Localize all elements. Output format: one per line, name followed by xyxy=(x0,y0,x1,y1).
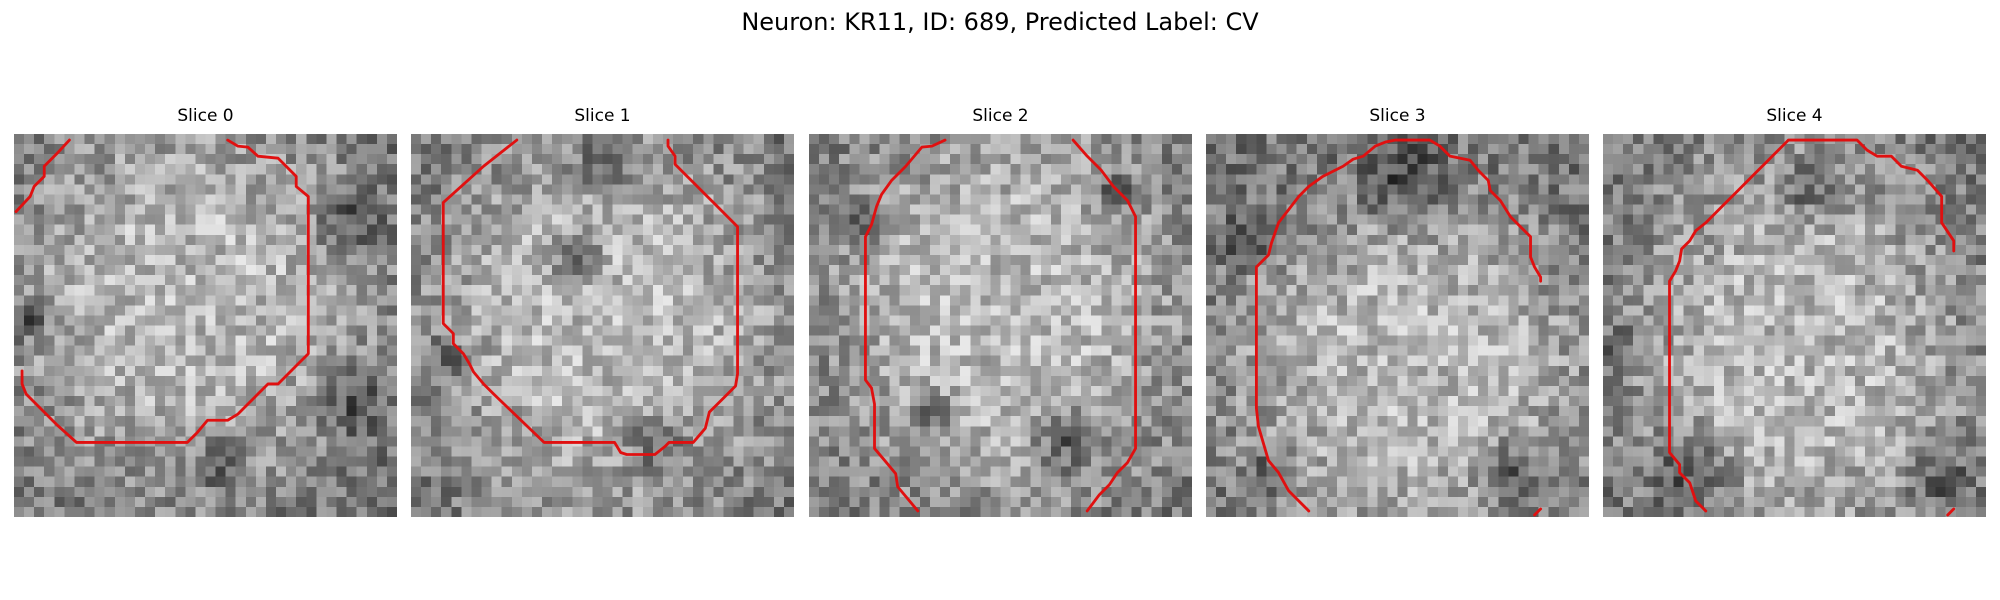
slice-2-image xyxy=(809,134,1192,517)
panel-slice-3: Slice 3 xyxy=(1206,106,1589,517)
figure-title: Neuron: KR11, ID: 689, Predicted Label: … xyxy=(741,8,1259,36)
slice-4-image xyxy=(1603,134,1986,517)
panel-title: Slice 0 xyxy=(177,106,234,126)
panel-title: Slice 1 xyxy=(574,106,631,126)
contour-line xyxy=(1946,507,1956,517)
pixel-grid xyxy=(1603,134,1986,517)
panel-title: Slice 2 xyxy=(972,106,1029,126)
panel-slice-2: Slice 2 xyxy=(809,106,1192,517)
slice-3-image xyxy=(1206,134,1589,517)
contour-line xyxy=(864,138,947,513)
pixel-grid xyxy=(809,134,1192,517)
slice-0-image xyxy=(14,134,397,517)
contour-line xyxy=(1533,507,1543,517)
contour-line xyxy=(14,138,71,214)
contour-line xyxy=(1668,138,1956,513)
pixel-grid xyxy=(1206,134,1589,517)
pixel-grid xyxy=(14,134,397,517)
panel-slice-0: Slice 0 xyxy=(14,106,397,517)
panel-title: Slice 4 xyxy=(1766,106,1823,126)
contour-line xyxy=(20,138,310,444)
contour-line xyxy=(1254,138,1543,513)
panel-slice-4: Slice 4 xyxy=(1603,106,1986,517)
panel-title: Slice 3 xyxy=(1369,106,1426,126)
contour-line xyxy=(1071,138,1137,513)
contour-line xyxy=(441,138,739,456)
slice-1-image xyxy=(411,134,794,517)
panel-slice-1: Slice 1 xyxy=(411,106,794,517)
